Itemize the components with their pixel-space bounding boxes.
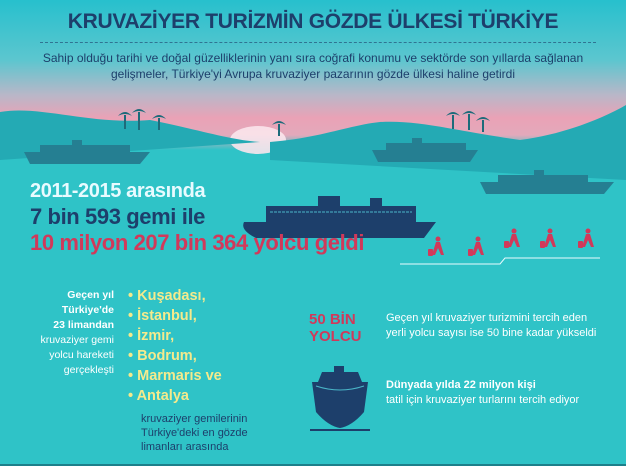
note-line: Türkiye'de xyxy=(61,304,114,316)
note-line: Türkiye'deki en gözde xyxy=(141,427,248,439)
note-line: yolcu hareketi xyxy=(49,349,114,361)
port-item: Kuşadası, xyxy=(128,286,222,306)
port-item: İstanbul, xyxy=(128,306,222,326)
stat-period: 2011-2015 arasında xyxy=(30,180,206,202)
port-item: Antalya xyxy=(128,386,222,406)
note-line: gerçekleşti xyxy=(63,364,114,376)
domestic-text: Geçen yıl kruvaziyer turizmini tercih ed… xyxy=(386,311,596,341)
stat-passengers: 10 milyon 207 bin 364 yolcu geldi xyxy=(30,230,365,255)
ports-note: kruvaziyer gemilerinin Türkiye'deki en g… xyxy=(141,412,248,454)
bottom-border xyxy=(0,464,626,466)
badge-line: 50 BİN xyxy=(309,311,356,328)
stat-ships: 7 bin 593 gemi ile xyxy=(30,204,205,229)
ship-bow-icon xyxy=(310,366,370,431)
page-title: KRUVAZİYER TURİZMİN GÖZDE ÜLKESİ TÜRKİYE xyxy=(67,10,559,33)
world-text: tatil için kruvaziyer turlarını tercih e… xyxy=(386,394,580,406)
note-line: kruvaziyer gemilerinin xyxy=(141,413,248,425)
port-item: Bodrum, xyxy=(128,346,222,366)
intro-text: Sahip olduğu tarihi ve doğal güzellikler… xyxy=(42,51,584,81)
world-stat: Dünyada yılda 22 milyon kişi tatil için … xyxy=(386,378,579,408)
palm-tree-icon xyxy=(118,109,490,136)
cruise-ship-icon xyxy=(24,138,614,194)
sea-scene xyxy=(0,105,626,265)
traveler-icon xyxy=(428,228,594,256)
ports-count-note: Geçen yıl Türkiye'de 23 limandan kruvazi… xyxy=(20,288,114,378)
pier-line xyxy=(400,257,600,265)
divider xyxy=(40,42,596,43)
note-line: Geçen yıl xyxy=(67,289,114,301)
text-line: yerli yolcu sayısı ise 50 bine kadar yük… xyxy=(386,327,597,339)
badge-line: YOLCU xyxy=(309,328,362,345)
hill-right xyxy=(270,105,626,180)
world-bold: Dünyada yılda 22 milyon kişi xyxy=(386,379,536,391)
cruise-ship-icon xyxy=(243,196,436,238)
port-item: Marmaris ve xyxy=(128,366,222,386)
note-line: kruvaziyer gemi xyxy=(40,334,114,346)
ports-list: Kuşadası, İstanbul, İzmir, Bodrum, Marma… xyxy=(128,286,222,406)
text-line: Geçen yıl kruvaziyer turizmini tercih ed… xyxy=(386,312,588,324)
port-item: İzmir, xyxy=(128,326,222,346)
domestic-badge: 50 BİN YOLCU xyxy=(309,311,362,345)
note-line: limanları arasında xyxy=(141,441,229,453)
note-line: 23 limandan xyxy=(53,319,114,331)
